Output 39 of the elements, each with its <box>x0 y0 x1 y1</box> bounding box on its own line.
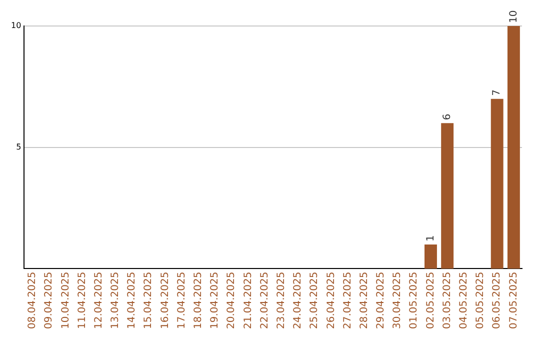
x-tick-label: 10.04.2025 <box>60 272 72 330</box>
x-tick-label: 19.04.2025 <box>210 272 221 330</box>
bar <box>424 244 437 269</box>
x-tick-label: 07.05.2025 <box>508 272 520 330</box>
x-tick-label: 21.04.2025 <box>242 272 254 330</box>
x-tick-label: 28.04.2025 <box>358 272 370 330</box>
bar <box>441 123 454 269</box>
x-tick-label: 03.05.2025 <box>442 272 453 330</box>
x-tick-label: 22.04.2025 <box>259 272 270 330</box>
x-tick-label: 17.04.2025 <box>176 272 188 330</box>
x-tick-label: 30.04.2025 <box>392 272 404 330</box>
x-tick-label: 27.04.2025 <box>342 272 354 330</box>
x-tick-label: 01.05.2025 <box>408 272 420 330</box>
x-tick-label: 09.04.2025 <box>44 272 55 330</box>
data-label: 6 <box>442 114 453 120</box>
x-tick-label: 02.05.2025 <box>425 272 436 330</box>
data-label: 7 <box>492 89 503 96</box>
x-tick-label: 25.04.2025 <box>309 272 320 330</box>
x-tick-label: 24.04.2025 <box>292 272 304 330</box>
y-tick-label: 5 <box>16 142 22 152</box>
x-tick-label: 26.04.2025 <box>326 272 337 330</box>
x-tick-label: 13.04.2025 <box>110 272 122 330</box>
x-tick-label: 05.05.2025 <box>475 272 486 330</box>
x-tick-label: 23.04.2025 <box>276 272 287 330</box>
x-tick-label: 16.04.2025 <box>160 272 171 330</box>
data-label: 1 <box>425 235 436 242</box>
x-tick-label: 14.04.2025 <box>126 272 138 330</box>
x-tick-label: 04.05.2025 <box>458 272 470 330</box>
x-tick-label: 29.04.2025 <box>376 272 387 330</box>
x-tick-label: 18.04.2025 <box>193 272 204 330</box>
x-tick-label: 12.04.2025 <box>93 272 104 330</box>
bar <box>507 26 520 269</box>
x-tick-label: 20.04.2025 <box>226 272 238 330</box>
x-tick-label: 08.04.2025 <box>27 272 38 330</box>
bar <box>490 98 504 269</box>
x-tick-label: 06.05.2025 <box>492 272 503 330</box>
x-tick-label: 11.04.2025 <box>76 272 88 330</box>
x-tick-label: 15.04.2025 <box>143 272 154 330</box>
data-label: 10 <box>508 10 520 23</box>
